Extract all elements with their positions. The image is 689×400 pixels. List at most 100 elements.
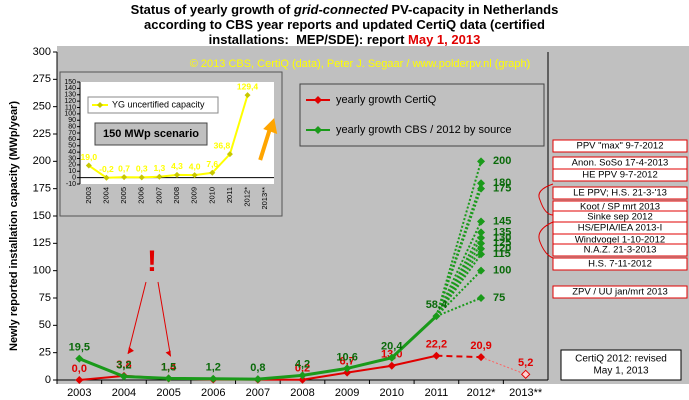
legend-box xyxy=(299,83,545,147)
source-box xyxy=(552,139,688,153)
y-tick-label: 275 xyxy=(33,73,51,85)
scenario-line xyxy=(435,161,483,317)
inset-annotation-box xyxy=(94,122,208,146)
inset-x-tick-label: 2012* xyxy=(243,187,252,207)
inset-data-label: 1,3 xyxy=(153,163,165,173)
inset-arrow xyxy=(258,127,273,161)
scenario-label: 175 xyxy=(493,183,511,195)
source-label: N.A.Z. 21-3-2013 xyxy=(584,245,657,256)
inset-data-label: -0,2 xyxy=(99,164,114,174)
inset-y-tick-label: 100 xyxy=(64,111,76,118)
inset-marker xyxy=(209,169,216,176)
source-box xyxy=(552,186,688,200)
scenario-label: 180 xyxy=(493,177,511,189)
inset-y-tick-label: 110 xyxy=(65,104,76,111)
source-label: H.S. 7-11-2012 xyxy=(588,259,652,270)
data-label: 1,4 xyxy=(161,361,177,373)
x-tick-label: 2010 xyxy=(380,387,404,399)
inset-y-tick-label: 150 xyxy=(64,79,76,86)
data-label: 0,8 xyxy=(250,362,265,374)
scenario-marker xyxy=(477,217,486,226)
note-box xyxy=(560,349,682,381)
inset-x-tick-label: 2008 xyxy=(172,187,181,204)
inset-marker xyxy=(103,174,110,181)
scenario-label: 145 xyxy=(493,215,511,227)
source-label: HE PPV 9-7-2012 xyxy=(582,170,658,181)
y-axis-label: Newly reported installation capacity (MW… xyxy=(8,101,20,351)
data-label: 22,2 xyxy=(426,339,447,351)
inset-data-label: 19,0 xyxy=(81,152,98,162)
y-tick-label: 125 xyxy=(33,237,51,249)
inset-x-tick-label: 2004 xyxy=(101,187,110,204)
source-label: Koot / SP mrt 2013 xyxy=(580,202,660,213)
legend-marker xyxy=(314,126,322,134)
copyright: © 2013 CBS, CertiQ (data), Peter J. Sega… xyxy=(190,58,531,70)
title-text: PV-capacity in Netherlands xyxy=(387,2,559,17)
scenario-marker xyxy=(477,250,486,259)
source-label: Windvogel 1-10-2012 xyxy=(575,235,665,246)
scenario-line xyxy=(435,269,482,317)
x-tick-label: 2012* xyxy=(467,387,496,399)
inset-y-tick-label: -10 xyxy=(66,181,76,188)
inset-y-tick-label: 30 xyxy=(68,155,76,162)
scenario-marker xyxy=(477,244,486,253)
inset-y-tick-label: 140 xyxy=(64,85,76,92)
series-line-estimate xyxy=(436,354,482,359)
scenario-label: 135 xyxy=(493,226,511,238)
scenario-line xyxy=(435,237,482,317)
inset-x-tick-label: 2010 xyxy=(207,187,216,204)
data-label: 0,0 xyxy=(72,363,87,375)
inset-x-tick-label: 2005 xyxy=(119,187,128,204)
scenario-line xyxy=(435,182,482,317)
inset-x-tick-label: 2013** xyxy=(260,187,269,210)
y-tick-label: 250 xyxy=(33,101,51,113)
scenario-label: 75 xyxy=(493,292,505,304)
exclamation: ! xyxy=(147,245,157,278)
scenario-marker xyxy=(477,266,486,275)
y-tick-label: 300 xyxy=(33,46,51,58)
x-tick-label: 2004 xyxy=(112,387,136,399)
bracket xyxy=(538,183,554,259)
inset-data-label: 36,8 xyxy=(214,140,231,150)
inset-legend-label: YG uncertified capacity xyxy=(112,99,205,109)
x-tick-label: 2007 xyxy=(246,387,270,399)
scenario-marker xyxy=(477,157,486,166)
scenario-marker xyxy=(477,179,486,188)
legend-label: yearly growth CBS / 2012 by source xyxy=(336,124,511,136)
chart-title: Status of yearly growth of grid-connecte… xyxy=(0,2,689,47)
series-marker xyxy=(343,364,352,373)
inset-legend-box xyxy=(87,96,219,114)
inset-y-tick-label: 80 xyxy=(68,123,76,130)
series-marker xyxy=(343,368,352,377)
inset-y-tick-label: 0 xyxy=(72,174,76,181)
title-text: installations: MEP/SDE): report xyxy=(208,32,409,47)
scenario-label: 100 xyxy=(493,265,511,277)
inset-marker xyxy=(174,171,180,178)
y-tick-label: 0 xyxy=(45,374,51,386)
source-box xyxy=(552,243,688,257)
inset-marker xyxy=(138,174,145,181)
series-marker xyxy=(432,312,441,321)
x-tick-label: 2005 xyxy=(156,387,180,399)
inset-x-tick-label: 2007 xyxy=(154,187,163,204)
inset-data-label: 0,3 xyxy=(136,164,148,174)
x-tick-label: 2009 xyxy=(335,387,359,399)
data-label: 1,5 xyxy=(161,361,176,373)
inset-y-tick-label: 90 xyxy=(68,117,76,124)
y-tick-label: 175 xyxy=(33,183,51,195)
y-tick-label: 75 xyxy=(39,292,51,304)
data-label: 6,7 xyxy=(339,356,354,368)
annotation-arrow xyxy=(127,281,172,357)
inset-y-tick-label: 130 xyxy=(64,92,76,99)
data-label: 4,2 xyxy=(295,358,310,370)
inset-x-tick-label: 2006 xyxy=(137,187,146,204)
inset-marker xyxy=(244,92,251,99)
note: CertiQ 2012: revised xyxy=(575,354,667,365)
inset-x-tick-label: 2003 xyxy=(84,187,93,204)
inset-arrowhead xyxy=(263,118,278,134)
inset-y-tick-label: 40 xyxy=(68,149,76,156)
source-label: PPV "max" 9-7-2012 xyxy=(576,141,663,152)
series-marker xyxy=(520,369,531,380)
x-tick-label: 2013** xyxy=(509,387,543,399)
